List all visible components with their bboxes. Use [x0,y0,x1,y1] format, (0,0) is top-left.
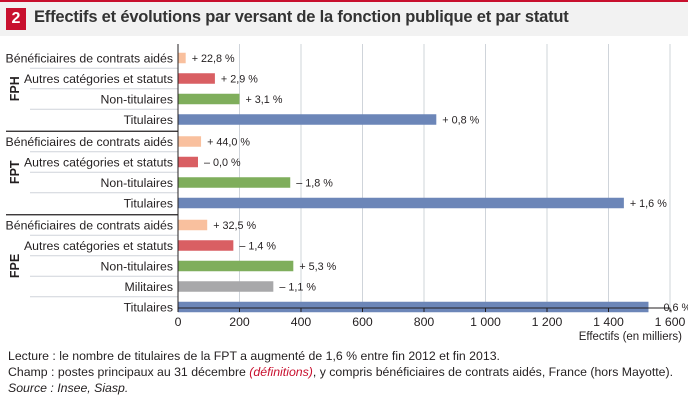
change-label: – 0,0 % [204,157,241,169]
category-label: Bénéficiaires de contrats aidés [6,135,173,149]
bar-fpt [178,136,202,147]
chart-title: Effectifs et évolutions par versant de l… [34,8,569,26]
bar-fpt [178,177,291,188]
figure-number-badge: 2 [6,8,26,30]
category-label: Bénéficiaires de contrats aidés [6,51,173,65]
category-label: Autres catégories et statuts [24,72,173,86]
x-tick-label: 1 400 [593,315,624,329]
bar-fph [178,52,186,64]
category-label: Autres catégories et statuts [24,155,173,169]
change-label: + 32,5 % [213,220,256,232]
category-label: Militaires [124,280,173,294]
bar-fpe [178,301,649,313]
bar-chart: Bénéficiaires de contrats aidés + 22,8 % A… [6,44,688,343]
bar-fpe [178,260,294,272]
category-label: Non-titulaires [101,176,173,190]
category-label: Titulaires [124,196,173,210]
x-tick-label: 1 000 [470,315,501,329]
champ-note: Champ : postes principaux au 31 décembre… [8,364,673,380]
definitions-link[interactable]: (définitions) [249,365,313,379]
change-label: + 1,6 % [630,198,667,210]
lecture-note: Lecture : le nombre de titulaires de la … [8,349,500,363]
category-label: Non-titulaires [101,259,173,273]
bar-fph [178,93,240,105]
category-label: Titulaires [124,300,173,314]
title-bar: 2 Effectifs et évolutions par versant de… [0,0,688,36]
bar-fph [178,73,215,84]
change-label: – 1,4 % [239,240,276,252]
change-label: – 0,6 % [654,302,688,314]
category-label: Bénéficiaires de contrats aidés [6,218,173,232]
group-label: FPH [8,76,22,101]
category-label: Non-titulaires [101,92,173,106]
bar-fpe [178,240,234,251]
champ-text: Champ : postes principaux au 31 décembre [8,365,250,379]
bar-fpe [178,219,208,231]
source-note: Source : Insee, Siasp. [8,381,129,395]
x-tick-label: 1 200 [532,315,563,329]
change-label: + 5,3 % [299,261,336,273]
x-tick-label: 800 [414,315,435,329]
bar-fpe [178,281,274,292]
champ-text-end: , y compris bénéficiaires de contrats ai… [312,365,674,379]
x-tick-label: 400 [291,315,312,329]
group-label: FPE [8,254,22,278]
chart-notes: Lecture : le nombre de titulaires de la … [8,348,673,396]
change-label: – 1,1 % [279,281,316,293]
x-tick-label: 600 [352,315,373,329]
x-axis-label: Effectifs (en milliers) [579,331,682,343]
x-tick-label: 1 600 [655,315,686,329]
change-label: + 22,8 % [192,53,235,65]
x-tick-label: 200 [229,315,250,329]
change-label: + 44,0 % [207,136,250,148]
bar-fpt [178,156,198,168]
group-label: FPT [8,160,22,184]
change-label: – 1,8 % [296,177,333,189]
change-label: + 0,8 % [442,114,479,126]
change-label: + 2,9 % [221,73,258,85]
bar-fpt [178,197,624,209]
category-label: Autres catégories et statuts [24,239,173,253]
change-label: + 3,1 % [246,94,283,106]
category-label: Titulaires [124,113,173,127]
x-tick-label: 0 [175,315,182,329]
bar-fph [178,114,437,125]
